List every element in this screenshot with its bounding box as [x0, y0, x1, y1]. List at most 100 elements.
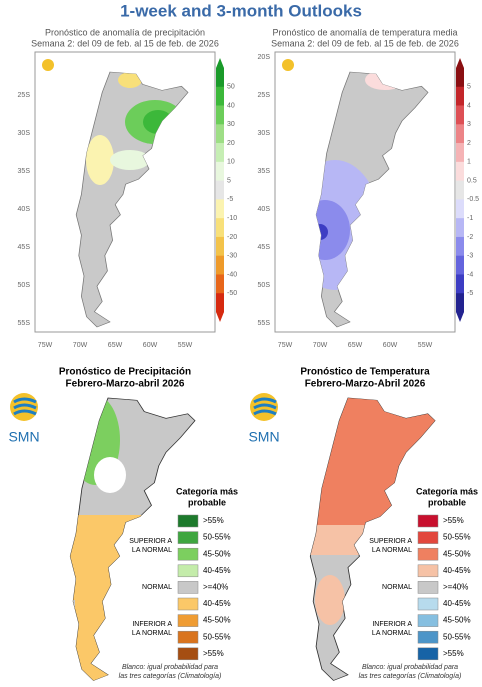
colorbar-segment: [216, 143, 224, 163]
legend-swatch: [177, 514, 199, 528]
legend-label: >=40%: [443, 583, 468, 592]
lon-label: 55W: [178, 342, 193, 349]
lat-label: 55S: [18, 320, 31, 327]
legend-group: NORMAL: [142, 584, 172, 591]
legend-label: >55%: [203, 516, 224, 525]
legend-group: LA NORMAL: [372, 630, 412, 637]
colorbar-segment: [216, 124, 224, 144]
colorbar-label: 1: [467, 159, 471, 166]
colorbar-segment: [216, 236, 224, 256]
colorbar-label: 10: [227, 159, 235, 166]
map-title: Pronóstico de anomalía de temperatura me…: [272, 27, 457, 37]
colorbar-label: 2: [467, 140, 471, 147]
colorbar-segment: [216, 68, 224, 88]
legend-label: >=40%: [203, 583, 228, 592]
lat-label: 40S: [258, 206, 271, 213]
legend-group: INFERIOR A: [132, 621, 172, 628]
legend-label: 45-50%: [443, 616, 471, 625]
colorbar-segment: [456, 68, 464, 88]
colorbar-segment: [216, 161, 224, 181]
legend-group: SUPERIOR A: [129, 538, 172, 545]
lon-label: 65W: [348, 342, 363, 349]
colorbar-segment: [456, 293, 464, 313]
colorbar-segment: [216, 86, 224, 106]
colorbar-label: -3: [467, 253, 473, 260]
legend-label: >55%: [203, 649, 224, 658]
legend-swatch: [417, 581, 439, 594]
colorbar-label: -5: [467, 290, 473, 297]
legend-note: las tres categorías (Climatología): [119, 673, 222, 680]
colorbar-segment: [456, 274, 464, 294]
colorbar-label: -40: [227, 271, 237, 278]
legend-label: 40-45%: [203, 566, 231, 575]
colorbar-segment: [456, 124, 464, 144]
lat-label: 25S: [258, 92, 271, 99]
lon-label: 60W: [143, 342, 158, 349]
colorbar-label: 5: [227, 177, 231, 184]
legend-group: LA NORMAL: [132, 547, 172, 554]
lat-label: 35S: [258, 168, 271, 175]
colorbar-segment: [456, 218, 464, 238]
colorbar-segment: [216, 255, 224, 275]
logo: [42, 59, 54, 71]
colorbar-label: 40: [227, 102, 235, 109]
legend-group: LA NORMAL: [372, 547, 412, 554]
legend-swatch: [417, 597, 439, 611]
map-title: Pronóstico de Precipitación: [59, 367, 191, 378]
legend-note: Blanco: igual probabilidad para: [122, 664, 218, 671]
colorbar-end: [456, 312, 464, 322]
legend-group: NORMAL: [382, 584, 412, 591]
colorbar-segment: [216, 218, 224, 238]
lat-label: 40S: [18, 206, 31, 213]
legend-label: 40-45%: [443, 599, 471, 608]
lon-label: 60W: [383, 342, 398, 349]
colorbar-label: -1: [467, 215, 473, 222]
temp-week-map: [274, 51, 456, 333]
colorbar-label: 50: [227, 84, 235, 91]
colorbar-label: -5: [227, 196, 233, 203]
colorbar-label: -50: [227, 290, 237, 297]
lat-label: 55S: [258, 320, 271, 327]
legend-swatch: [177, 581, 199, 594]
colorbar-label: -10: [227, 215, 237, 222]
colorbar-label: -30: [227, 253, 237, 260]
colorbar-label: -20: [227, 234, 237, 241]
probability-fill: [310, 398, 435, 625]
colorbar-label: 0.5: [467, 177, 477, 184]
colorbar-segment: [456, 105, 464, 125]
colorbar-segment: [456, 143, 464, 163]
legend-swatch: [417, 531, 439, 544]
logo: [282, 59, 294, 71]
lon-label: 70W: [313, 342, 328, 349]
lat-label: 50S: [258, 282, 271, 289]
logo: [10, 393, 38, 421]
legend-group: SUPERIOR A: [369, 538, 412, 545]
legend-label: 45-50%: [203, 616, 231, 625]
legend-swatch: [177, 564, 199, 578]
colorbar-segment: [216, 274, 224, 294]
colorbar-segment: [456, 86, 464, 106]
logo-text: SMN: [248, 429, 279, 445]
legend-swatch: [417, 630, 439, 644]
colorbar-segment: [456, 180, 464, 200]
lon-label: 75W: [278, 342, 293, 349]
legend-group: INFERIOR A: [372, 621, 412, 628]
legend-swatch: [417, 547, 439, 561]
legend-swatch: [177, 614, 199, 627]
lon-label: 65W: [108, 342, 123, 349]
legend-swatch: [177, 547, 199, 561]
legend-swatch: [417, 614, 439, 627]
colorbar-label: 30: [227, 121, 235, 128]
colorbar-segment: [216, 199, 224, 219]
legend-swatch: [177, 597, 199, 611]
legend-label: 40-45%: [443, 566, 471, 575]
colorbar-label: -2: [467, 234, 473, 241]
colorbar-segment: [216, 180, 224, 200]
colorbar-segment: [456, 161, 464, 181]
map-subtitle: Semana 2: del 09 de feb. al 15 de feb. d…: [31, 38, 219, 48]
legend-group: LA NORMAL: [132, 630, 172, 637]
legend-label: 50-55%: [443, 533, 471, 542]
legend-title: Categoría más: [176, 486, 238, 496]
legend-label: >55%: [443, 516, 464, 525]
